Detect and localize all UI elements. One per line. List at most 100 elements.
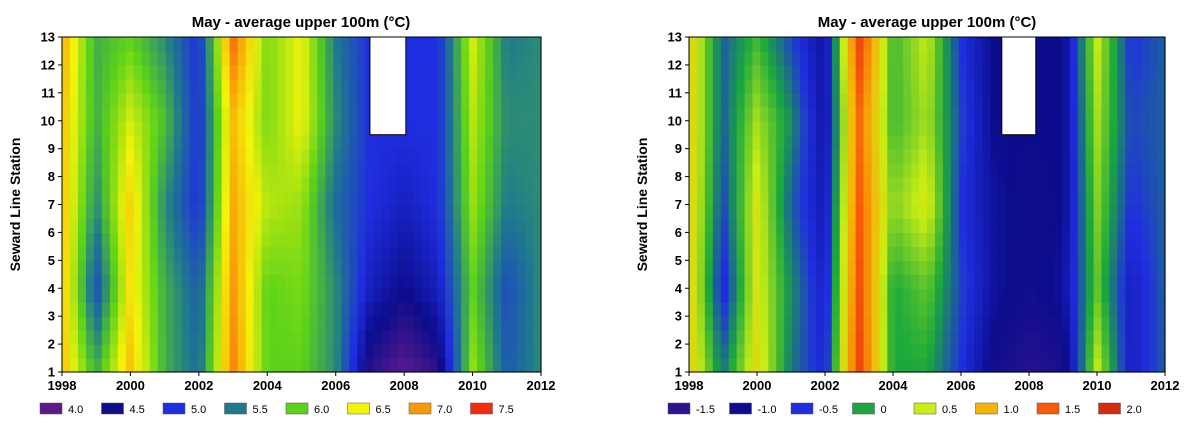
heatmap-cell [477,162,486,178]
heatmap-cell [863,37,873,52]
heatmap-cell [365,176,374,192]
heatmap-cell [871,358,880,373]
heatmap-cell [429,330,438,345]
heatmap-cell [157,218,167,234]
heatmap-cell [405,316,414,331]
legend-swatch [101,402,124,415]
heatmap-cell [1053,78,1063,94]
heatmap-cell [62,106,71,122]
heatmap-cell [1069,288,1079,303]
heatmap-cell [533,316,542,331]
heatmap-cell [895,148,904,164]
heatmap-cell [1109,190,1118,206]
heatmap-cell [269,344,279,359]
heatmap-cell [213,204,223,220]
heatmap-cell [1109,218,1118,234]
heatmap-cell [253,190,263,206]
heatmap-cell [413,260,422,275]
heatmap-cell [173,246,183,261]
heatmap-cell [768,92,777,108]
heatmap-cell [285,37,295,52]
heatmap-cell [229,316,239,331]
heatmap-cell [117,64,127,80]
heatmap-cell [493,106,502,122]
heatmap-cell [958,330,968,345]
heatmap-cell [689,344,698,359]
heatmap-cell [919,78,928,94]
heatmap-cell [990,148,999,164]
heatmap-cell [445,246,454,261]
heatmap-cell [77,120,87,136]
heatmap-cell [365,162,374,178]
heatmap-cell [261,330,271,345]
heatmap-cell [1157,246,1166,261]
heatmap-cell [1093,176,1103,192]
heatmap-cell [808,288,817,303]
heatmap-cell [333,92,343,108]
heatmap-cell [189,176,199,192]
heatmap-cell [1101,190,1111,206]
heatmap-cell [998,358,1007,373]
heatmap-cell [85,37,95,52]
heatmap-cell [950,302,960,317]
heatmap-cell [85,344,95,359]
heatmap-cell [1117,106,1126,122]
legend-label: 6.5 [376,404,391,416]
heatmap-cell [903,358,912,373]
heatmap-cell [517,316,526,331]
heatmap-cell [792,358,801,373]
heatmap-cell [1022,148,1031,164]
heatmap-cell [728,302,738,317]
y-tick-label: 4 [675,281,683,296]
heatmap-cell [389,232,398,247]
heatmap-cell [911,120,920,136]
heatmap-cell [397,148,406,164]
heatmap-cell [1157,302,1166,317]
chart-1: 1998 2000 2002 2004 2006 2008 2010 201212345678… [7,14,555,416]
heatmap-cell [942,37,952,52]
heatmap-cell [776,37,785,52]
heatmap-cell [1077,78,1087,94]
heatmap-cell [689,162,698,178]
heatmap-cell [966,260,976,275]
heatmap-cell [181,148,191,164]
heatmap-cell [437,316,446,331]
heatmap-cell [133,232,143,247]
heatmap-cell [689,106,698,122]
heatmap-cell [157,246,167,261]
heatmap-cell [381,134,390,150]
heatmap-cell [221,190,231,206]
heatmap-cell [974,218,984,234]
heatmap-cell [839,316,849,331]
heatmap-cell [998,246,1007,261]
heatmap-cell [533,64,542,80]
heatmap-cell [863,330,873,345]
heatmap-cell [69,316,79,331]
heatmap-cell [245,274,255,289]
heatmap-cell [277,344,287,359]
heatmap-cell [887,176,896,192]
heatmap-cell [317,78,327,94]
heatmap-cell [325,92,335,108]
heatmap-cell [1085,148,1095,164]
heatmap-cell [958,246,968,261]
heatmap-cell [85,190,95,206]
heatmap-cell [990,176,999,192]
heatmap-cell [1077,344,1087,359]
heatmap-cell [768,330,777,345]
heatmap-cell [704,260,714,275]
heatmap-cell [133,106,143,122]
heatmap-cell [149,120,159,136]
heatmap-cell [501,78,510,94]
heatmap-cell [776,148,785,164]
heatmap-cell [1157,92,1166,108]
heatmap-cell [405,162,414,178]
heatmap-cell [125,148,135,164]
heatmap-cell [477,260,486,275]
heatmap-cell [942,316,952,331]
heatmap-cell [533,302,542,317]
heatmap-cell [1006,218,1015,234]
heatmap-cell [744,302,754,317]
heatmap-cell [453,148,462,164]
heatmap-cell [173,274,183,289]
